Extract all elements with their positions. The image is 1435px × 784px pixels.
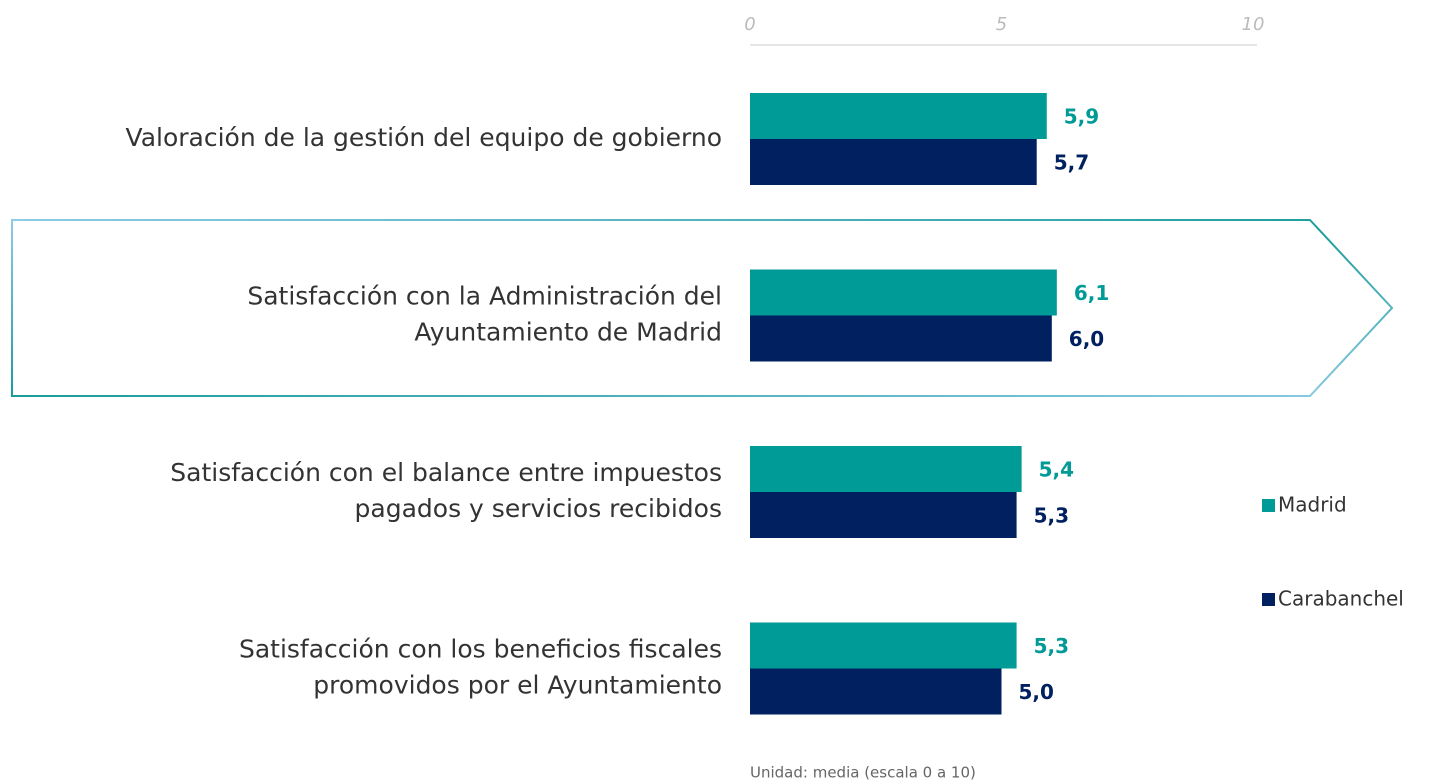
category-label: Satisfacción con la Administración del [247,282,722,311]
value-label: 5,9 [1064,105,1099,129]
category-label: Ayuntamiento de Madrid [414,318,722,347]
value-label: 6,1 [1074,281,1109,305]
highlight-arrow [11,219,1394,397]
bar [750,446,1022,492]
category-label: pagados y servicios recibidos [355,494,722,523]
note: Unidad: media (escala 0 a 10) [750,764,976,782]
bar [750,269,1057,316]
x-tick-label: 5 [996,14,1007,35]
bar [750,139,1037,185]
value-label: 5,0 [1019,680,1054,704]
legend-swatch [1262,499,1275,512]
bar [750,315,1052,362]
value-label: 5,4 [1039,458,1074,482]
value-label: 6,0 [1069,327,1104,351]
value-label: 5,7 [1054,151,1089,175]
category-label: Satisfacción con los beneficios fiscales [239,635,722,664]
category-label: promovidos por el Ayuntamiento [313,671,722,700]
category-label: Valoración de la gestión del equipo de g… [126,123,722,152]
bar [750,622,1017,669]
x-tick-label: 10 [1242,14,1265,35]
legend-label: Carabanchel [1278,587,1404,611]
legend-label: Madrid [1278,493,1347,517]
bar [750,93,1047,139]
bar [750,492,1017,538]
value-label: 5,3 [1034,634,1069,658]
bar [750,668,1002,715]
value-label: 5,3 [1034,504,1069,528]
legend-swatch [1262,593,1275,606]
category-label: Satisfacción con el balance entre impues… [170,458,722,487]
x-tick-label: 0 [744,14,755,35]
